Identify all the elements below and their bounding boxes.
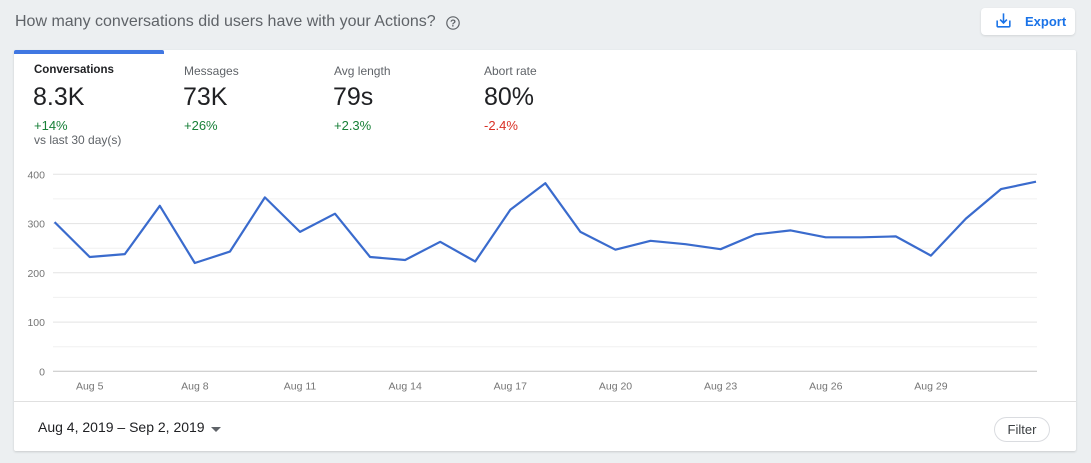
svg-text:Aug 20: Aug 20 xyxy=(599,381,632,393)
svg-text:Aug 14: Aug 14 xyxy=(389,381,422,393)
svg-text:Aug 23: Aug 23 xyxy=(704,381,737,393)
svg-text:Aug 26: Aug 26 xyxy=(809,381,842,393)
svg-text:Aug 11: Aug 11 xyxy=(284,381,317,393)
svg-text:Aug 29: Aug 29 xyxy=(914,381,947,393)
svg-text:100: 100 xyxy=(27,317,45,329)
svg-text:?: ? xyxy=(450,19,456,30)
svg-text:300: 300 xyxy=(27,219,45,231)
svg-text:200: 200 xyxy=(27,268,45,280)
svg-text:0: 0 xyxy=(39,366,45,378)
svg-text:Aug 8: Aug 8 xyxy=(181,381,209,393)
svg-text:400: 400 xyxy=(27,169,45,181)
svg-text:Aug 5: Aug 5 xyxy=(76,381,104,393)
svg-text:Aug 17: Aug 17 xyxy=(494,381,527,393)
